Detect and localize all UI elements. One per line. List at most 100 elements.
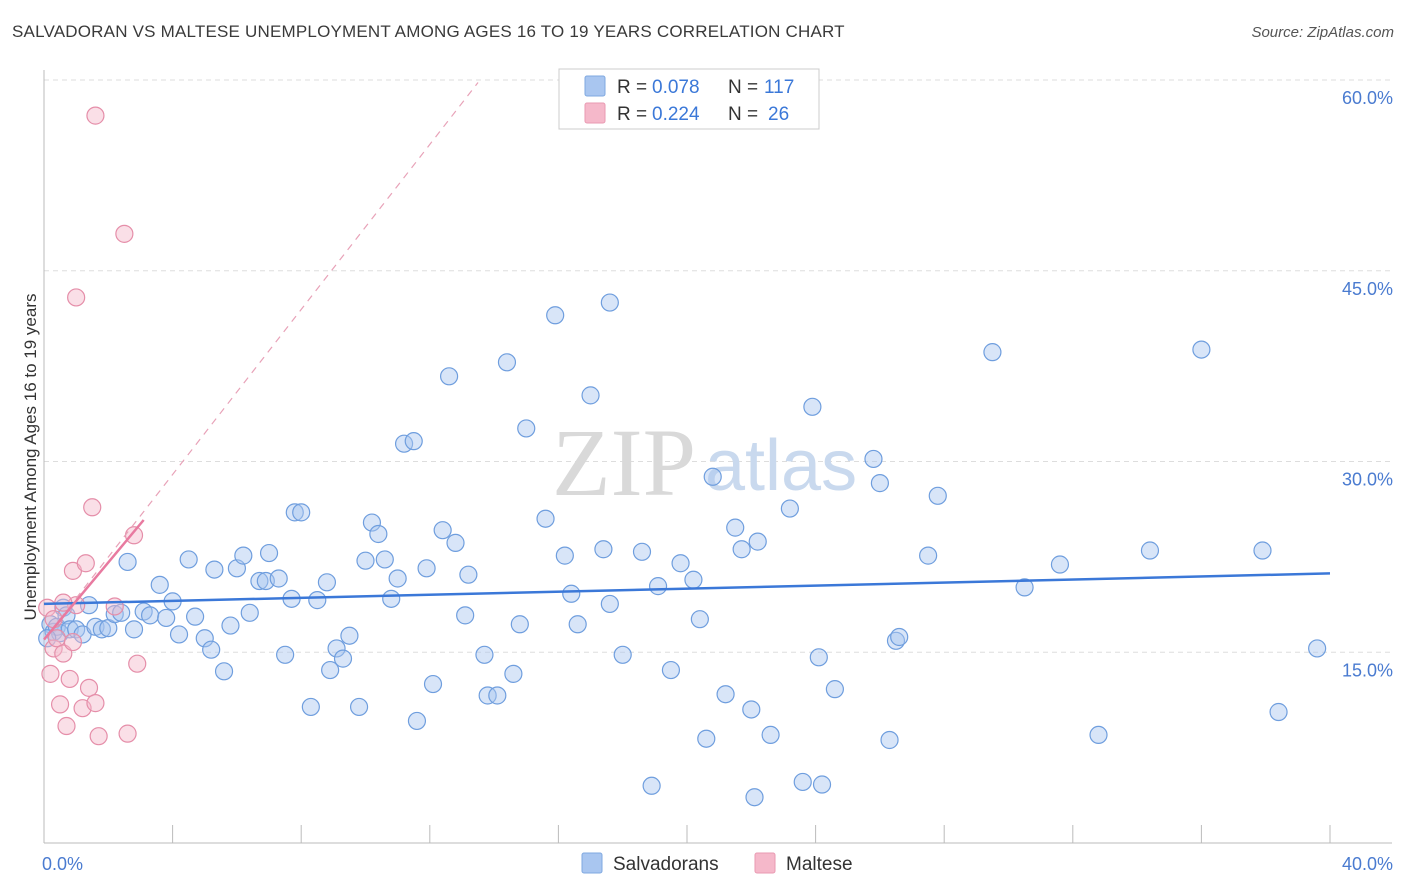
maltese-point-1 <box>41 664 60 683</box>
maltese-point-12 <box>76 554 95 573</box>
salvadorans-point-98 <box>780 499 799 518</box>
maltese-point-19 <box>115 224 134 243</box>
x-tick-label-0: 0.0% <box>42 854 83 874</box>
salvadorans-point-24 <box>186 607 205 626</box>
salvadorans-point-62 <box>446 533 465 552</box>
salvadorans-point-99 <box>793 772 812 792</box>
salvadorans-point-73 <box>546 306 565 325</box>
salvadorans-point-103 <box>825 680 844 699</box>
salvadorans-point-80 <box>600 594 619 614</box>
maltese-point-2 <box>44 639 63 658</box>
maltese-point-21 <box>124 526 144 545</box>
salvadorans-point-51 <box>369 524 388 544</box>
salvadorans-trend-line <box>43 572 1331 606</box>
salvadorans-point-106 <box>880 730 899 750</box>
salvadorans-point-42 <box>308 591 327 610</box>
salvadorans-point-78 <box>594 540 613 559</box>
salvadorans-point-95 <box>745 788 764 807</box>
source-credit: Source: ZipAtlas.com <box>1251 24 1394 41</box>
maltese-point-22 <box>128 654 147 673</box>
salvadorans-point-29 <box>221 616 240 635</box>
watermark: ZIP atlas <box>552 409 857 516</box>
maltese-point-4 <box>50 695 70 714</box>
maltese-point-13 <box>79 678 99 697</box>
maltese-point-14 <box>83 498 102 517</box>
maltese-point-7 <box>60 669 79 689</box>
salvadorans-point-109 <box>919 546 938 565</box>
salvadorans-point-72 <box>536 509 555 528</box>
maltese-point-20 <box>118 724 137 743</box>
salvadorans-point-18 <box>140 606 160 625</box>
salvadorans-point-23 <box>179 550 198 569</box>
salvadorans-point-50 <box>362 513 382 532</box>
correlation-legend: R = 0.078 N = 117 R = 0.224 N = 26 <box>558 68 820 130</box>
salvadorans-point-67 <box>488 686 507 705</box>
bottom-legend-swatch-maltese <box>754 852 776 874</box>
salvadorans-point-60 <box>433 521 452 540</box>
salvadorans-point-32 <box>240 603 259 622</box>
maltese-point-16 <box>86 106 105 125</box>
salvadorans-point-114 <box>1089 725 1108 745</box>
salvadorans-point-87 <box>684 570 703 589</box>
salvadorans-point-19 <box>150 575 169 594</box>
chart-title: SALVADORAN VS MALTESE UNEMPLOYMENT AMONG… <box>12 22 845 41</box>
salvadorans-point-16 <box>124 620 144 639</box>
maltese-point-15 <box>86 694 105 713</box>
salvadorans-point-52 <box>375 550 394 569</box>
y-axis-label: Unemployment Among Ages 16 to 19 years <box>21 294 40 621</box>
salvadorans-point-41 <box>301 697 320 717</box>
salvadorans-point-119 <box>1308 639 1327 658</box>
grid-lines <box>44 79 1392 653</box>
legend-r-label-2: R = <box>617 104 647 125</box>
salvadorans-point-74 <box>555 546 574 565</box>
watermark-zip: ZIP <box>552 409 696 516</box>
salvadorans-point-68 <box>497 353 517 372</box>
salvadorans-point-48 <box>349 697 369 717</box>
x-tick-labels: 0.0% 40.0% <box>42 854 1393 874</box>
salvadorans-point-58 <box>417 559 436 578</box>
maltese-point-23 <box>67 288 86 307</box>
salvadorans-point-92 <box>726 518 745 537</box>
salvadorans-point-120 <box>38 629 57 648</box>
salvadorans-point-101 <box>809 648 828 667</box>
salvadorans-point-15 <box>118 552 137 572</box>
y-tick-label-1: 30.0% <box>1342 470 1393 490</box>
salvadorans-point-69 <box>504 664 523 683</box>
salvadorans-point-86 <box>671 554 690 573</box>
salvadorans-point-11 <box>92 620 111 639</box>
salvadorans-point-83 <box>642 776 661 795</box>
bottom-legend-salvadorans: Salvadorans <box>613 854 719 875</box>
salvadorans-point-45 <box>327 639 346 658</box>
salvadorans-point-71 <box>517 419 536 438</box>
salvadorans-point-40 <box>292 503 311 522</box>
legend-swatch-maltese <box>584 102 606 124</box>
salvadorans-point-117 <box>1253 541 1272 560</box>
legend-r-value-2: 0.224 <box>652 104 700 125</box>
salvadorans-point-22 <box>169 625 189 644</box>
maltese-trend-line <box>43 519 145 641</box>
salvadorans-point-59 <box>423 674 443 694</box>
y-tick-label-2: 45.0% <box>1342 279 1393 299</box>
salvadorans-point-43 <box>317 573 337 592</box>
salvadorans-point-9 <box>79 596 99 615</box>
watermark-atlas: atlas <box>705 426 857 506</box>
bottom-legend-maltese: Maltese <box>786 854 853 875</box>
salvadorans-point-115 <box>1140 541 1160 560</box>
legend-swatch-salvadorans <box>584 75 606 97</box>
legend-r-label-1: R = <box>617 77 647 98</box>
salvadorans-point-57 <box>407 711 427 731</box>
salvadorans-point-112 <box>1015 578 1034 597</box>
salvadorans-point-105 <box>870 474 890 493</box>
series-legend: Salvadorans Maltese <box>581 852 853 875</box>
salvadorans-point-36 <box>269 569 288 588</box>
salvadorans-point-33 <box>250 571 269 591</box>
y-tick-labels: 15.0% 30.0% 45.0% 60.0% <box>1342 88 1393 680</box>
maltese-points <box>38 106 147 746</box>
salvadorans-point-97 <box>761 725 780 745</box>
salvadorans-point-93 <box>732 540 751 559</box>
salvadorans-point-108 <box>890 627 909 647</box>
legend-n-label-1: N = <box>728 77 758 98</box>
salvadorans-point-26 <box>202 640 221 659</box>
salvadorans-point-94 <box>742 700 761 719</box>
